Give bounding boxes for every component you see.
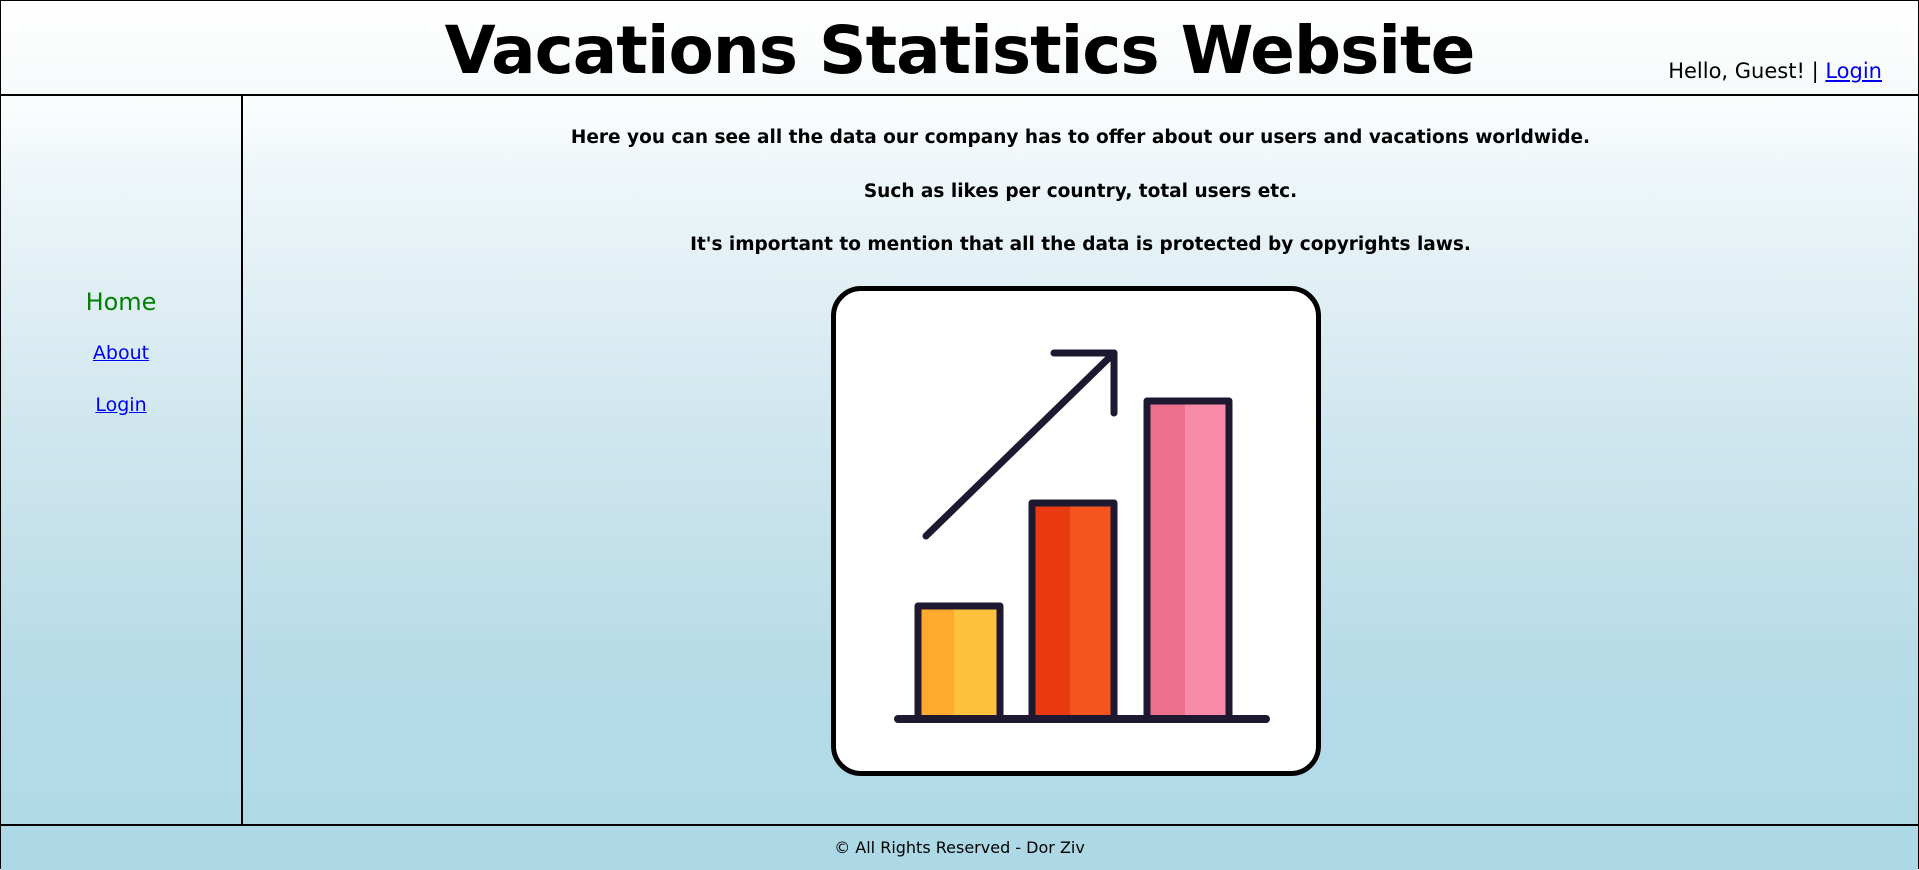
sidebar-nav: Home About Login [1, 286, 241, 418]
intro-paragraph: Here you can see all the data our compan… [570, 127, 1591, 148]
sidebar: Home About Login [1, 96, 243, 824]
intro-paragraph: Such as likes per country, total users e… [863, 181, 1298, 202]
bar-chart-growth-icon [894, 349, 1270, 723]
copyright-text: © All Rights Reserved - Dor Ziv [834, 838, 1085, 857]
greeting-text: Hello, Guest! [1668, 59, 1805, 83]
sidebar-item-about[interactable]: About [92, 342, 150, 364]
hero-image-frame [831, 286, 1321, 776]
site-footer: © All Rights Reserved - Dor Ziv [1, 824, 1918, 870]
user-bar-separator: | [1811, 59, 1819, 83]
site-header: Vacations Statistics Website Hello, Gues… [1, 1, 1918, 96]
sidebar-item-home[interactable]: Home [85, 288, 157, 316]
icon-growth-arrow [922, 349, 1118, 540]
main-content: Here you can see all the data our compan… [243, 96, 1918, 824]
icon-bar-short-shade [918, 606, 954, 719]
icon-bar-tall-shade [1147, 401, 1185, 719]
site-title: Vacations Statistics Website [444, 12, 1476, 89]
sidebar-item-login[interactable]: Login [95, 394, 147, 416]
header-login-link[interactable]: Login [1825, 59, 1882, 83]
user-bar: Hello, Guest! | Login [1668, 57, 1882, 85]
icon-bar-medium-shade [1032, 503, 1070, 719]
icon-arrow-head [1050, 349, 1118, 417]
intro-paragraph: It's important to mention that all the d… [690, 234, 1471, 255]
